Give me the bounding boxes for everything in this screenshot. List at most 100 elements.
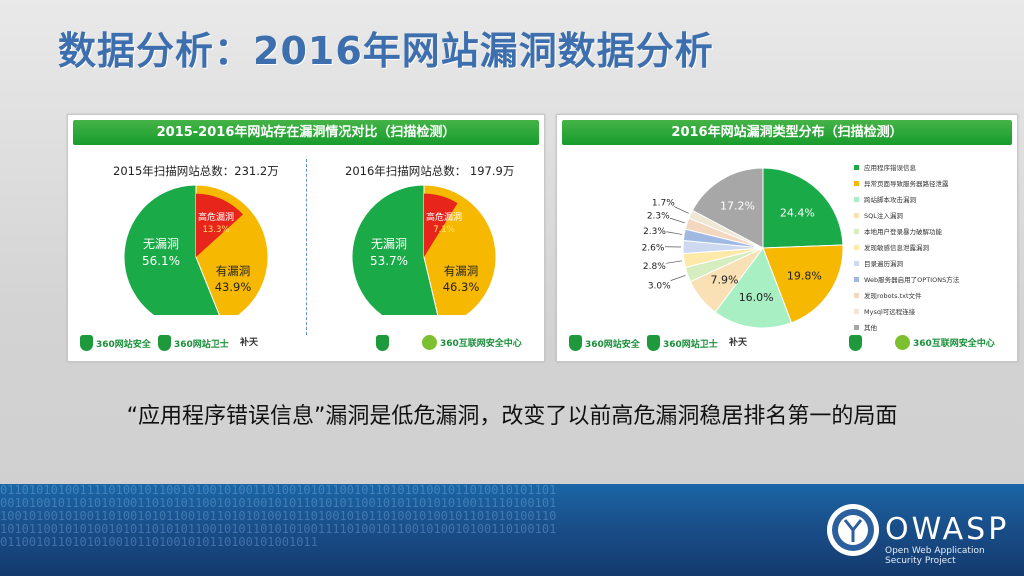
legend-item-6: 目录遍历漏洞 <box>854 255 1014 271</box>
pie-vuln-types: 24.4% 19.8% 16.0%7.9% 3.0% 2.8% 2.6% 2.3% 2.3% 1… <box>642 167 844 329</box>
legend-item-1: 异常页面导致服务器路径泄露 <box>854 175 1014 191</box>
pie-legend: 应用程序错误信息异常页面导致服务器路径泄露 跨站脚本攻击漏洞 SQL注入漏洞本地用户… <box>854 159 1014 335</box>
legend-swatch <box>854 260 859 266</box>
slice-pct-6: 2.6% <box>642 244 665 254</box>
legend-label: 目录遍历漏洞 <box>864 260 903 268</box>
label-high-risk: 高危漏洞 <box>198 211 234 223</box>
logo-360-guard: 360网站卫士 <box>647 335 718 351</box>
slice-no-vuln <box>351 184 439 315</box>
legend-item-4: 本地用户登录暴力破解功能 <box>854 223 1014 239</box>
legend-item-9: Mysql可远程连接 <box>854 303 1014 319</box>
legend-label: 异常页面导致服务器路径泄露 <box>864 180 949 188</box>
slice-pct-1: 19.8% <box>787 269 822 282</box>
legend-swatch <box>854 244 859 250</box>
shield-icon <box>849 335 862 351</box>
slice-pct-8: 2.3% <box>647 211 670 221</box>
legend-swatch <box>854 180 859 186</box>
left-panel-header: 2015-2016年网站存在漏洞情况对比（扫描检测） <box>73 120 539 145</box>
leader-line-8 <box>669 217 686 224</box>
legend-label: 本地用户登录暴力破解功能 <box>864 228 942 236</box>
logo-360-webscan: 360网站安全 <box>569 335 640 351</box>
legend-label: 发现robots.txt文件 <box>864 292 922 300</box>
slice-pct-9: 1.7% <box>652 198 675 208</box>
pct-no-vuln: 53.7% <box>370 254 408 268</box>
legend-item-8: 发现robots.txt文件 <box>854 287 1014 303</box>
slice-pct-7: 2.3% <box>643 227 666 237</box>
pie-2016-subtitle: 2016年扫描网站总数： 197.9万 <box>345 164 515 178</box>
pie-2015: 无漏洞 56.1% 有漏洞 43.9% 高危漏洞 13.3% <box>123 184 269 315</box>
legend-item-3: SQL注入漏洞 <box>854 207 1014 223</box>
label-no-vuln: 无漏洞 <box>143 237 179 251</box>
slice-high-risk <box>196 193 243 257</box>
binary-pattern: 0110101010011110100101100101001010011010… <box>0 484 557 549</box>
leader-line-7 <box>666 231 683 235</box>
slide-title: 数据分析：2016年网站漏洞数据分析 <box>58 29 714 73</box>
legend-label: SQL注入漏洞 <box>864 212 903 220</box>
legend-swatch <box>854 164 859 170</box>
right-pie-svg: 24.4% 19.8% 16.0%7.9% 3.0% 2.8% 2.6% 2.3% 2.3% 1… <box>642 167 844 329</box>
owasp-subtitle: Open Web Application Security Project <box>885 546 985 566</box>
legend-label: 跨站脚本攻击漏洞 <box>864 196 916 204</box>
logo-360-webscan-2 <box>849 335 862 351</box>
slice-pct-10: 17.2% <box>720 199 755 212</box>
legend-item-5: 发现敏感信息泄露漏洞 <box>854 239 1014 255</box>
legend-swatch <box>854 324 859 330</box>
right-footer-logos: 360网站安全 360网站卫士 补天 360互联网安全中心 <box>565 335 1009 357</box>
legend-swatch <box>854 292 859 298</box>
owasp-name: OWASP <box>885 512 1010 547</box>
legend-swatch <box>854 276 859 282</box>
legend-label: Mysql可远程连接 <box>864 308 916 316</box>
slice-pct-2: 16.0% <box>739 291 774 304</box>
label-has-vuln: 有漏洞 <box>444 264 479 278</box>
pct-high-risk: 7.1% <box>433 225 455 235</box>
legend-swatch <box>854 196 859 202</box>
legend-label: 其他 <box>864 324 877 332</box>
label-has-vuln: 有漏洞 <box>216 264 251 278</box>
legend-swatch <box>854 212 859 218</box>
slice-1 <box>762 244 844 324</box>
pie-2016: 无漏洞 53.7% 有漏洞 46.3% 高危漏洞 7.1% <box>351 184 497 315</box>
slice-pct-3: 7.9% <box>711 273 739 286</box>
pct-high-risk: 13.3% <box>202 225 229 235</box>
owasp-logo-icon <box>827 504 879 556</box>
legend-label: 发现敏感信息泄露漏洞 <box>864 244 929 252</box>
legend-item-2: 跨站脚本攻击漏洞 <box>854 191 1014 207</box>
panel-divider <box>306 159 307 335</box>
shield-icon <box>647 335 660 351</box>
slice-high-risk <box>424 193 458 257</box>
label-no-vuln: 无漏洞 <box>371 237 407 251</box>
pct-no-vuln: 56.1% <box>142 254 180 268</box>
circle-logo-icon <box>895 335 910 350</box>
logo-360-internet-security: 360互联网安全中心 <box>895 335 995 350</box>
circle-logo-icon <box>422 335 437 350</box>
legend-label: Web服务器启用了OPTIONS方法 <box>864 276 960 284</box>
leader-line-4 <box>670 274 686 281</box>
leader-line-5 <box>666 260 683 264</box>
logo-360-webscan-2 <box>376 335 389 351</box>
slice-2 <box>714 246 793 329</box>
left-footer-logos: 360网站安全 360网站卫士 补天 360互联网安全中心 <box>76 335 536 357</box>
slice-10 <box>691 167 764 249</box>
pct-has-vuln: 46.3% <box>443 280 480 294</box>
right-panel-header: 2016年网站漏洞类型分布（扫描检测） <box>562 120 1012 145</box>
legend-item-10: 其他 <box>854 319 1014 335</box>
logo-butian: 补天 <box>240 338 259 348</box>
shield-icon <box>376 335 389 351</box>
logo-360-webscan: 360网站安全 <box>80 335 151 351</box>
logo-360-internet-security: 360互联网安全中心 <box>422 335 522 350</box>
pct-has-vuln: 43.9% <box>215 280 252 294</box>
shield-icon <box>80 335 93 351</box>
slice-pct-0: 24.4% <box>780 206 815 219</box>
logo-butian: 补天 <box>729 338 748 348</box>
left-pies-svg: 无漏洞 56.1% 有漏洞 43.9% 高危漏洞 13.3% 无漏洞 53.7% 有漏洞 46.… <box>123 184 497 315</box>
legend-item-0: 应用程序错误信息 <box>854 159 1014 175</box>
slide-caption: “应用程序错误信息”漏洞是低危漏洞，改变了以前高危漏洞稳居排名第一的局面 <box>126 404 898 429</box>
right-chart-panel: 2016年网站漏洞类型分布（扫描检测） 24.4% 19.8% 16.0% 7.9% 3… <box>556 114 1018 362</box>
leader-line-9 <box>674 206 689 214</box>
shield-icon <box>158 335 171 351</box>
legend-label: 应用程序错误信息 <box>864 164 916 172</box>
legend-swatch <box>854 308 859 314</box>
shield-icon <box>569 335 582 351</box>
slice-pct-4: 3.0% <box>648 282 671 292</box>
logo-360-guard: 360网站卫士 <box>158 335 229 351</box>
